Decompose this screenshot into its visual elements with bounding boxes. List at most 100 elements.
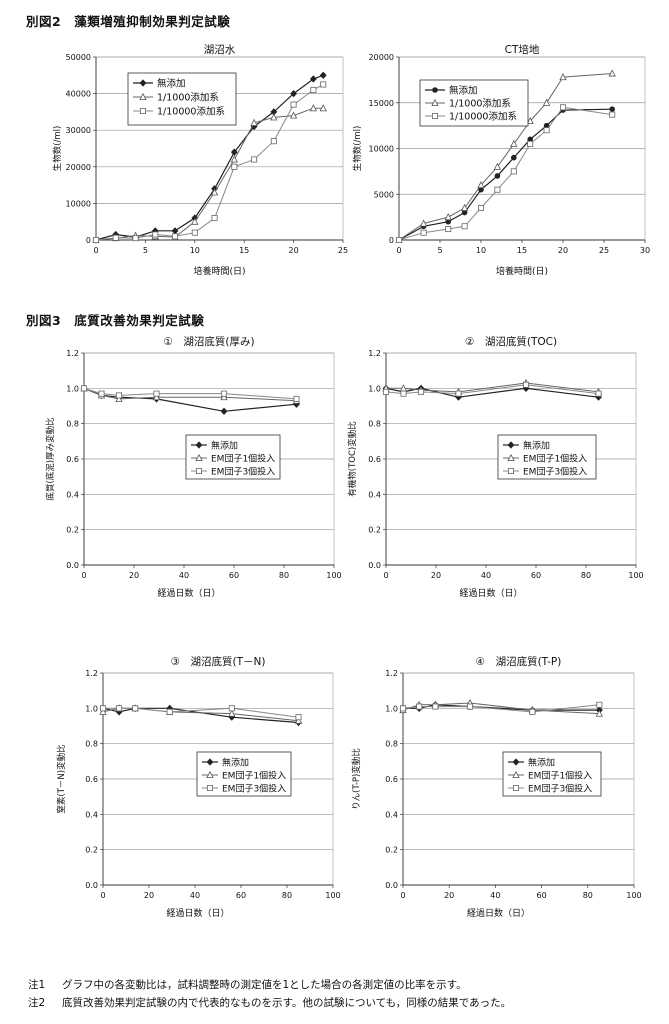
- data-point: [270, 138, 277, 145]
- x-tick-label: 80: [282, 891, 292, 900]
- footnote-2: 注2 底質改善効果判定試験の内で代表的なものを示す。他の試験についても，同様の結果…: [28, 994, 511, 1012]
- y-tick-label: 0.6: [66, 455, 79, 464]
- series-2: [80, 384, 301, 404]
- legend-label: 1/1000添加系: [449, 99, 511, 110]
- data-point: [595, 709, 604, 717]
- x-tick-label: 80: [583, 891, 593, 900]
- legend-box: [502, 751, 602, 797]
- data-point: [270, 113, 278, 121]
- data-point: [250, 118, 258, 126]
- data-point: [466, 703, 473, 710]
- y-tick-label: 0.4: [368, 490, 381, 499]
- data-point: [383, 388, 390, 395]
- y-axis-label: 生物数(/ml): [52, 126, 63, 172]
- series-1: [80, 384, 300, 415]
- x-tick-label: 10: [190, 246, 200, 255]
- legend-marker: [206, 770, 214, 778]
- legend-marker: [507, 467, 514, 474]
- y-tick-label: 0.0: [368, 561, 381, 570]
- y-tick-label: 0: [86, 236, 91, 245]
- footnote-text: 底質改善効果判定試験の内で代表的なものを示す。他の試験についても，同様の結果であ…: [62, 997, 512, 1009]
- x-tick-label: 10: [476, 246, 486, 255]
- series-2: [395, 69, 616, 244]
- y-axis-label: 有機物(TOC)変動比: [347, 421, 358, 496]
- data-point: [455, 390, 462, 397]
- legend-marker: [140, 108, 147, 115]
- data-point: [290, 101, 297, 108]
- y-tick-label: 1.0: [368, 384, 381, 393]
- legend-label: EM団子3個投入: [222, 783, 286, 795]
- x-tick-label: 0: [81, 571, 86, 580]
- y-tick-label: 0.6: [368, 455, 381, 464]
- chart-title: ④ 湖沼底質(T-P): [476, 655, 562, 668]
- legend: 無添加 1/1000添加系 1/10000添加系: [419, 79, 529, 127]
- data-point: [596, 701, 603, 708]
- data-point: [228, 709, 236, 717]
- data-point: [132, 235, 139, 242]
- data-point: [220, 393, 228, 401]
- legend-marker: [507, 453, 515, 462]
- x-axis-label: 経過日数（日）: [157, 587, 220, 599]
- x-tick-label: 25: [338, 246, 348, 255]
- data-point: [172, 233, 179, 240]
- legend-marker: [512, 758, 520, 766]
- data-point: [295, 714, 302, 721]
- legend-marker: [507, 441, 515, 449]
- y-tick-label: 0: [389, 236, 394, 245]
- x-tick-label: 40: [190, 891, 200, 900]
- x-tick-label: 20: [431, 571, 441, 580]
- chart-title: ① 湖沼底質(厚み): [163, 335, 254, 348]
- data-point: [526, 116, 534, 125]
- legend-marker: [195, 467, 202, 474]
- data-point: [309, 104, 318, 112]
- legend-marker: [206, 784, 213, 791]
- x-tick-label: 15: [239, 246, 249, 255]
- data-point: [461, 223, 468, 230]
- y-tick-label: 0.8: [85, 740, 98, 749]
- data-point: [228, 705, 235, 712]
- data-point: [81, 385, 88, 392]
- footnote-label: 注1: [28, 979, 46, 991]
- data-point: [251, 156, 258, 163]
- chart-title: CT培地: [505, 43, 540, 56]
- y-tick-label: 0.4: [66, 490, 79, 499]
- legend-marker: [206, 758, 214, 766]
- data-point: [510, 168, 517, 175]
- y-tick-label: 10000: [369, 145, 394, 154]
- x-axis-label: 経過日数（日）: [459, 587, 522, 599]
- data-point: [191, 217, 199, 225]
- legend-marker: [431, 98, 439, 106]
- data-point: [432, 703, 439, 710]
- legend-label: EM団子1個投入: [211, 453, 275, 465]
- y-tick-label: 0.8: [368, 420, 381, 429]
- legend-label: EM団子1個投入: [523, 453, 587, 465]
- data-point: [559, 104, 566, 111]
- data-point: [522, 381, 529, 388]
- series-line: [398, 108, 613, 241]
- y-axis-label: 生物数(/ml): [352, 126, 363, 172]
- legend-marker: [195, 441, 203, 449]
- legend-marker: [432, 113, 439, 120]
- y-tick-label: 10000: [66, 199, 91, 208]
- y-tick-label: 0.8: [385, 740, 398, 749]
- y-tick-label: 0.4: [385, 810, 398, 819]
- data-point: [98, 390, 105, 397]
- data-point: [445, 226, 452, 233]
- data-point: [115, 394, 123, 402]
- x-tick-label: 40: [179, 571, 189, 580]
- series-3: [383, 381, 602, 397]
- series-3: [400, 701, 603, 715]
- y-tick-label: 0.2: [85, 846, 98, 855]
- legend-label: EM団子3個投入: [528, 783, 592, 795]
- y-tick-label: 0.6: [385, 775, 398, 784]
- y-tick-label: 0.0: [385, 881, 398, 890]
- y-tick-label: 1.2: [368, 349, 381, 358]
- y-tick-label: 15000: [369, 99, 394, 108]
- legend-label: 無添加: [157, 78, 186, 90]
- x-tick-label: 20: [129, 571, 139, 580]
- y-tick-label: 0.0: [85, 881, 98, 890]
- y-tick-label: 30000: [66, 126, 91, 135]
- data-point: [116, 392, 123, 399]
- data-point: [191, 229, 198, 236]
